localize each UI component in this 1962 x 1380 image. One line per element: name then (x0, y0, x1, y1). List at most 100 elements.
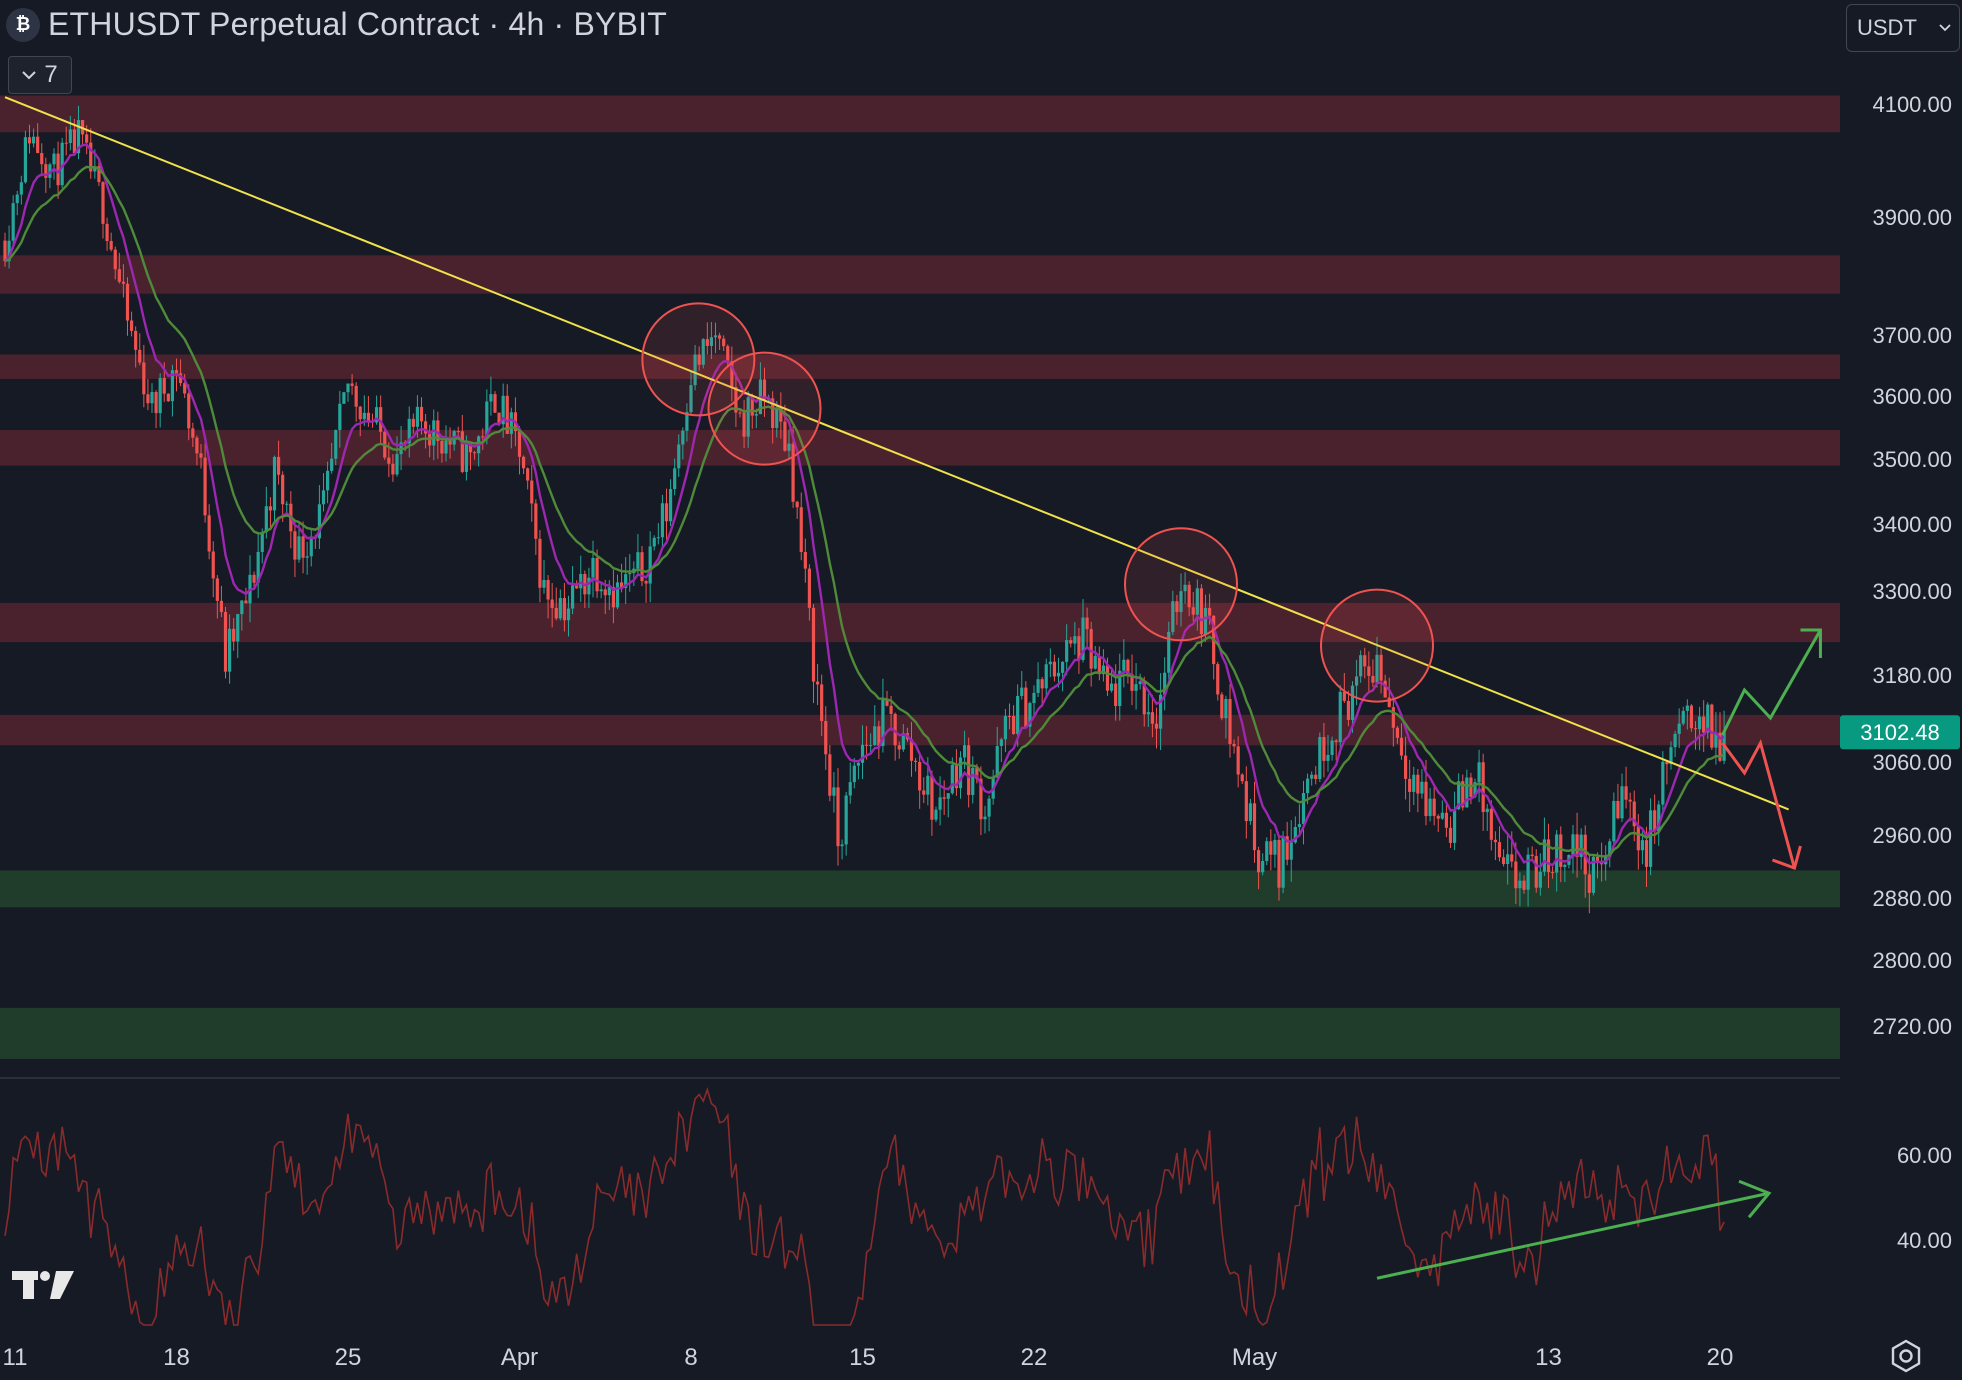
candle-body (174, 370, 179, 374)
candle-body (1485, 808, 1489, 813)
candle-body (570, 585, 575, 609)
resistance-zone (0, 602, 1840, 643)
candle-body (722, 338, 726, 347)
price-tick-label: 2960.00 (1872, 823, 1952, 848)
candle-body (321, 490, 326, 505)
candle-body (1216, 664, 1220, 695)
candle-body (864, 744, 869, 746)
candle-body (987, 798, 991, 817)
candle-body (387, 457, 391, 464)
bullish-arrow-head (1800, 628, 1822, 658)
candle-body (1506, 854, 1510, 865)
candle-body (1514, 861, 1518, 889)
candle-body (591, 557, 595, 578)
candle-body (1101, 665, 1106, 675)
candle-body (1363, 655, 1367, 667)
indicators-toggle-button[interactable]: 7 (8, 56, 72, 94)
candle-body (56, 153, 60, 186)
candle-body (889, 705, 893, 714)
tradingview-logo-icon[interactable] (12, 1268, 74, 1302)
candle-body (918, 761, 922, 791)
candle-body (1571, 834, 1575, 855)
candle-body (317, 504, 322, 539)
candle-body (395, 454, 399, 475)
candle-body (325, 470, 330, 491)
indicators-count: 7 (44, 61, 58, 88)
candle-body (330, 458, 334, 471)
candle-body (1301, 793, 1306, 825)
candle-body (15, 194, 19, 204)
candle-body (236, 614, 240, 642)
candle-body (1669, 747, 1673, 765)
candle-body (1020, 687, 1024, 696)
candle-body (31, 136, 36, 144)
candle-body (815, 681, 820, 685)
candle-body (125, 283, 130, 321)
candle-body (1167, 631, 1171, 673)
currency-select[interactable]: USDT (1846, 4, 1960, 52)
candle-body (1612, 800, 1616, 842)
price-tick-label: 2720.00 (1872, 1014, 1952, 1039)
candle-body (407, 418, 411, 444)
candle-body (738, 412, 742, 414)
candle-body (138, 349, 142, 363)
candle-body (954, 764, 959, 789)
candle-body (1109, 683, 1114, 691)
candle-body (240, 600, 244, 615)
price-tick-label: 3180.00 (1872, 663, 1952, 688)
candle-body (1677, 723, 1681, 734)
divergence-arrow (1376, 1191, 1770, 1280)
candle-body (681, 430, 685, 445)
candle-body (1685, 705, 1689, 711)
candle-body (1620, 786, 1624, 819)
candle-body (587, 577, 591, 595)
candle-body (44, 164, 48, 178)
candle-body (1028, 703, 1032, 727)
price-tick-label: 3600.00 (1872, 384, 1952, 409)
candle-body (1412, 774, 1416, 792)
candle-body (411, 418, 415, 427)
candle-body (154, 392, 158, 414)
candle-body (1081, 617, 1085, 660)
candle-body (391, 463, 395, 475)
candle-body (1563, 864, 1567, 867)
candle-body (1310, 774, 1314, 779)
candle-body (1534, 856, 1538, 888)
candle-body (685, 412, 689, 431)
candle-body (415, 406, 420, 427)
candle-body (301, 536, 305, 558)
candle-body (1065, 640, 1069, 662)
candle-body (689, 385, 693, 413)
gear-icon[interactable] (1888, 1338, 1924, 1374)
candle-body (285, 503, 289, 505)
resistance-zone (0, 255, 1840, 294)
candle-body (232, 628, 236, 642)
time-tick-label: 13 (1535, 1344, 1562, 1371)
candle-body (1542, 839, 1547, 872)
candle-body (346, 383, 350, 393)
candle-body (542, 579, 546, 588)
candle-body (1550, 872, 1555, 874)
candle-body (272, 456, 277, 511)
candle-body (1073, 636, 1077, 644)
candle-body (1391, 707, 1395, 728)
candle-body (1191, 607, 1195, 615)
candle-body (713, 335, 718, 338)
candle-body (1089, 629, 1093, 669)
candle-body (1044, 664, 1048, 689)
candle-body (995, 746, 999, 778)
candle-body (783, 421, 787, 451)
candle-body (640, 552, 644, 582)
candle-body (562, 598, 567, 621)
candle-body (1424, 781, 1428, 817)
candle-body (1036, 679, 1040, 693)
candle-body (432, 420, 436, 446)
candle-body (958, 757, 963, 789)
candle-body (448, 440, 452, 445)
candle-body (183, 383, 187, 394)
candle-body (509, 412, 513, 434)
candle-body (1040, 679, 1044, 689)
candle-body (1477, 762, 1481, 783)
candle-body (926, 775, 930, 795)
